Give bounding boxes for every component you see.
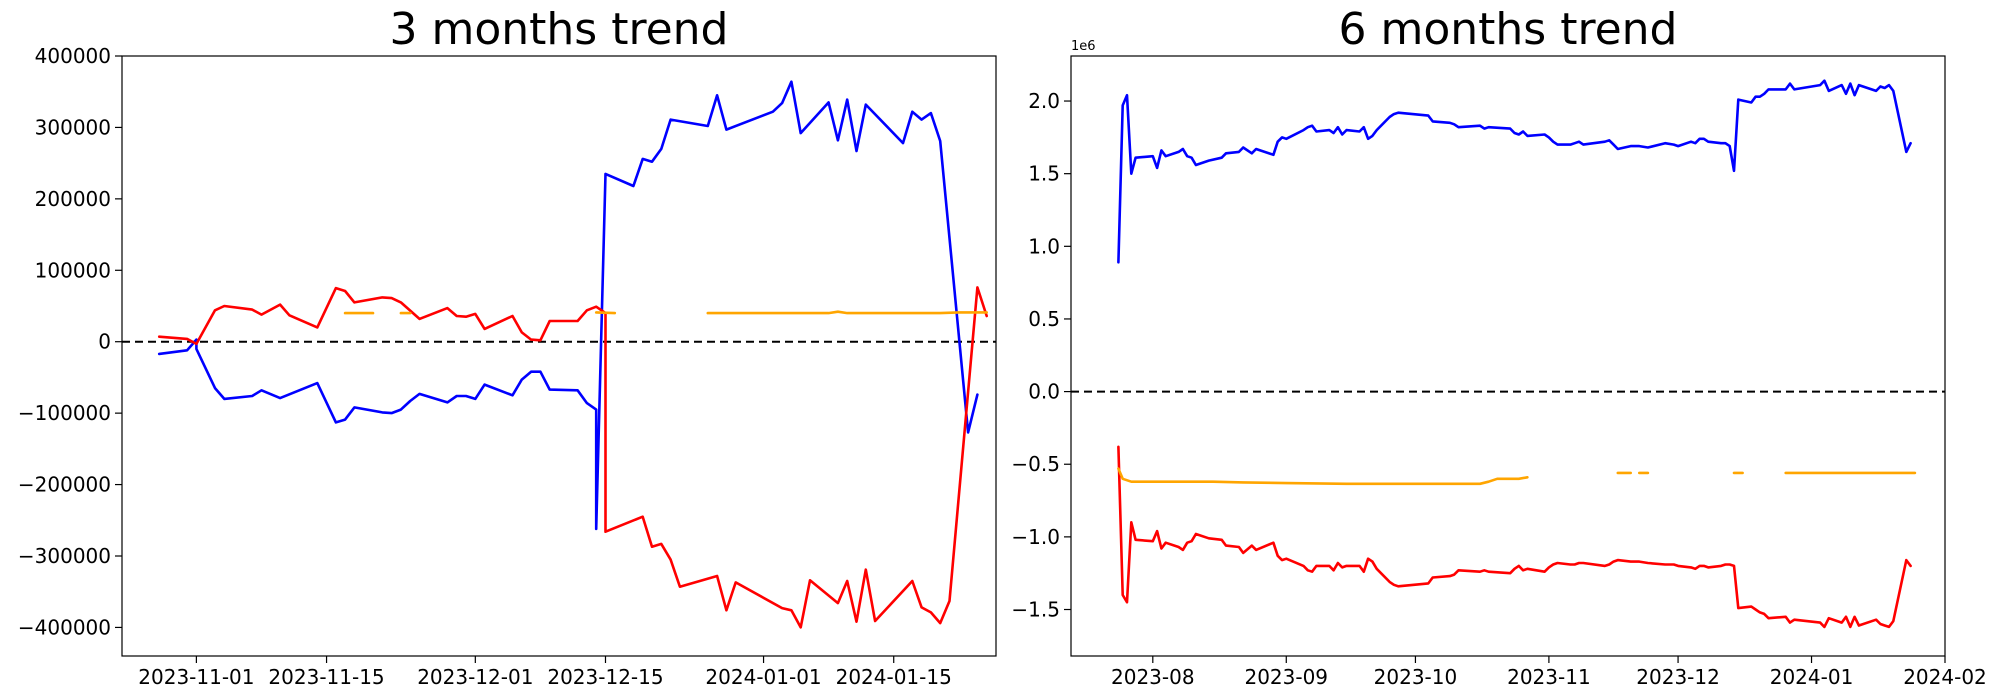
series-1-line — [157, 286, 988, 629]
y-tick-label: 100000 — [35, 258, 111, 282]
y-tick-label: 0 — [98, 330, 111, 354]
plot-area — [1071, 79, 1945, 629]
y-tick-label: −300000 — [18, 544, 111, 568]
axes-frame — [1070, 55, 1946, 657]
chart-left: 3 months trend 2023-11-01 2023-11-15 2023-… — [18, 4, 997, 689]
series-1-line — [1117, 445, 1912, 629]
y-tick-label: 0.0 — [1028, 380, 1060, 404]
y-tick-label: 1.5 — [1028, 162, 1060, 186]
y-tick-label: −0.5 — [1011, 452, 1060, 476]
y-tick-label: 1.0 — [1028, 234, 1060, 258]
series-2-line-segment-0 — [1117, 467, 1529, 486]
series-0-line — [1117, 79, 1912, 264]
x-tick-label: 2024-01 — [1770, 665, 1854, 689]
x-tick-label: 2023-09 — [1244, 665, 1328, 689]
axes-frame — [121, 55, 997, 657]
y-tick-label: −200000 — [18, 473, 111, 497]
chart-title: 3 months trend — [390, 4, 729, 55]
y-tick-label: −400000 — [18, 615, 111, 639]
x-tick-label: 2023-10 — [1374, 665, 1458, 689]
chart-title: 6 months trend — [1339, 4, 1678, 55]
x-tick-label: 2024-02 — [1903, 665, 1987, 689]
y-tick-label: −1.0 — [1011, 525, 1060, 549]
x-tick-label: 2023-11 — [1507, 665, 1591, 689]
y-tick-label: 300000 — [35, 115, 111, 139]
chart-right: 6 months trend 1e6 2023-08 2023-09 2023-10… — [1011, 4, 1986, 689]
x-tick-label: 2024-01-01 — [705, 665, 821, 689]
y-tick-label: −100000 — [18, 401, 111, 425]
series-2-line-segment-3 — [706, 310, 988, 315]
x-tick-label: 2024-01-15 — [836, 665, 952, 689]
series-2-line-segment-2 — [594, 311, 617, 315]
x-tick-label: 2023-12 — [1636, 665, 1720, 689]
x-tick-label: 2023-12-15 — [547, 665, 663, 689]
y-tick-label: 0.5 — [1028, 307, 1060, 331]
x-tick-label: 2023-11-15 — [268, 665, 384, 689]
y-tick-label: 400000 — [35, 44, 111, 68]
y-tick-label: 200000 — [35, 187, 111, 211]
y-tick-label: −1.5 — [1011, 598, 1060, 622]
y-tick-label: 2.0 — [1028, 89, 1060, 113]
series-0-line — [157, 80, 979, 531]
y-offset-label: 1e6 — [1071, 39, 1096, 54]
x-tick-label: 2023-11-01 — [138, 665, 254, 689]
x-tick-label: 2023-12-01 — [417, 665, 533, 689]
x-tick-label: 2023-08 — [1111, 665, 1195, 689]
plot-area — [122, 80, 996, 629]
